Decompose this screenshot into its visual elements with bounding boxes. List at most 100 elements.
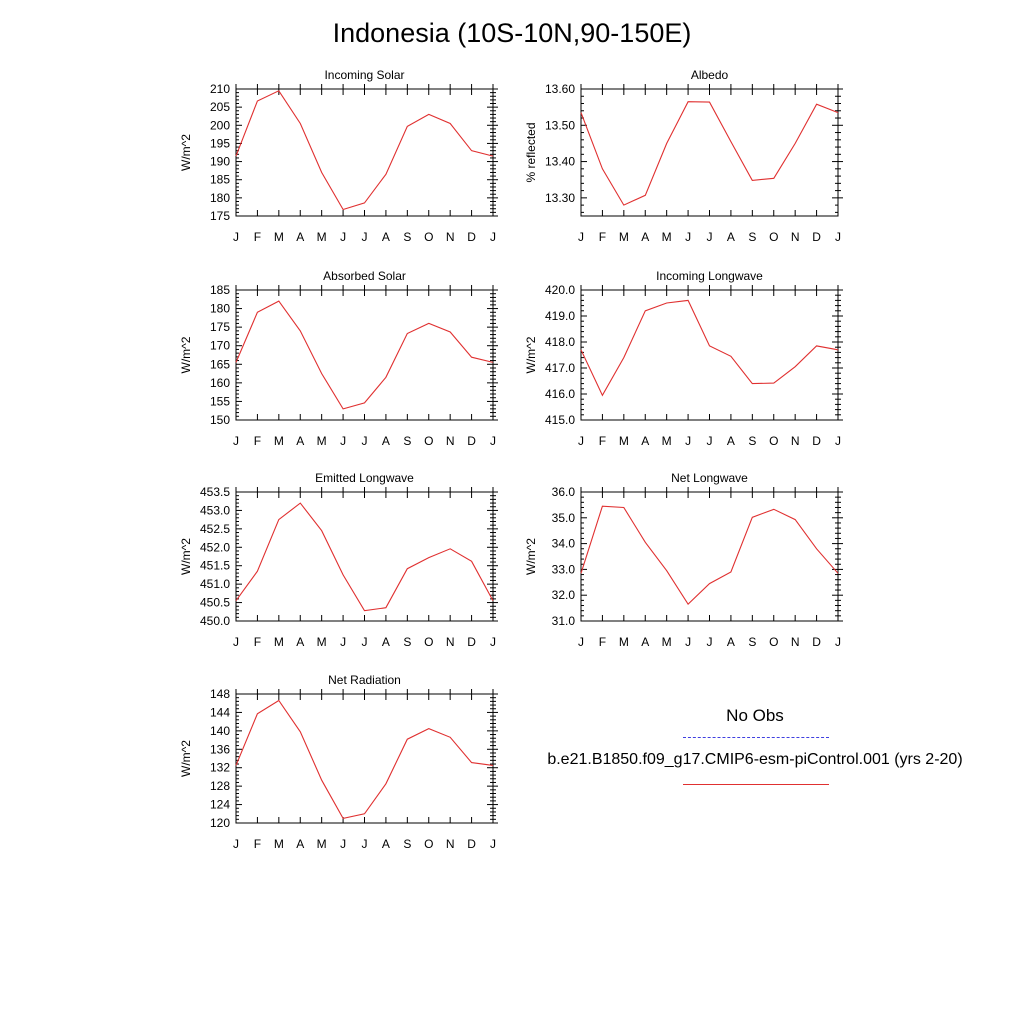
y-tick-label: 140 — [210, 724, 230, 738]
x-tick-label: J — [578, 635, 584, 649]
x-tick-label: F — [599, 230, 606, 244]
x-tick-label: J — [685, 434, 691, 448]
y-tick-label: 417.0 — [545, 361, 575, 375]
y-tick-label: 450.0 — [200, 614, 230, 628]
y-tick-label: 453.0 — [200, 503, 230, 517]
y-tick-label: 418.0 — [545, 335, 575, 349]
y-tick-label: 420.0 — [545, 283, 575, 297]
y-tick-label: 31.0 — [552, 614, 576, 628]
x-tick-label: J — [578, 434, 584, 448]
x-tick-label: O — [424, 230, 433, 244]
x-tick-label: J — [835, 434, 841, 448]
x-tick-label: O — [769, 635, 778, 649]
x-tick-label: J — [340, 434, 346, 448]
y-tick-label: 36.0 — [552, 485, 576, 499]
y-tick-label: 175 — [210, 209, 230, 223]
series-line — [235, 699, 494, 820]
x-tick-label: A — [641, 230, 649, 244]
panel-title: Incoming Longwave — [656, 269, 763, 283]
x-tick-label: S — [403, 230, 411, 244]
y-tick-label: 415.0 — [545, 413, 575, 427]
x-tick-label: J — [707, 230, 713, 244]
x-tick-label: M — [274, 635, 284, 649]
x-tick-label: M — [662, 230, 672, 244]
x-tick-label: J — [340, 635, 346, 649]
series-line — [235, 300, 494, 410]
x-tick-label: M — [619, 635, 629, 649]
plot-frame — [580, 289, 839, 421]
x-tick-label: A — [382, 635, 390, 649]
y-tick-label: 210 — [210, 82, 230, 96]
y-tick-label: 32.0 — [552, 588, 576, 602]
y-tick-label: 124 — [210, 798, 230, 812]
plot-frame — [235, 88, 494, 217]
y-axis-label: % reflected — [524, 122, 538, 182]
y-axis-label: W/m^2 — [179, 134, 193, 171]
y-tick-label: 419.0 — [545, 309, 575, 323]
y-tick-label: 453.5 — [200, 485, 230, 499]
series-line — [235, 502, 494, 612]
x-tick-label: M — [619, 434, 629, 448]
x-tick-label: D — [467, 635, 476, 649]
y-tick-label: 148 — [210, 687, 230, 701]
x-tick-label: A — [296, 230, 304, 244]
x-tick-label: F — [599, 635, 606, 649]
x-tick-label: J — [362, 837, 368, 851]
x-tick-label: J — [233, 230, 239, 244]
x-tick-label: S — [748, 230, 756, 244]
x-tick-label: N — [791, 434, 800, 448]
y-tick-label: 190 — [210, 155, 230, 169]
x-tick-label: M — [317, 230, 327, 244]
y-tick-label: 136 — [210, 742, 230, 756]
x-tick-label: F — [254, 230, 261, 244]
x-tick-label: N — [446, 837, 455, 851]
y-tick-label: 13.40 — [545, 155, 575, 169]
x-tick-label: A — [727, 434, 735, 448]
x-tick-label: S — [748, 635, 756, 649]
x-tick-label: D — [467, 230, 476, 244]
x-tick-label: O — [424, 837, 433, 851]
y-tick-label: 200 — [210, 118, 230, 132]
y-tick-label: 13.60 — [545, 82, 575, 96]
x-tick-label: A — [727, 635, 735, 649]
x-tick-label: J — [362, 635, 368, 649]
x-tick-label: O — [424, 434, 433, 448]
x-tick-label: D — [467, 434, 476, 448]
x-tick-label: M — [274, 230, 284, 244]
series-line — [235, 90, 494, 211]
x-tick-label: S — [748, 434, 756, 448]
x-tick-label: J — [340, 837, 346, 851]
y-tick-label: 180 — [210, 302, 230, 316]
x-tick-label: A — [641, 635, 649, 649]
y-tick-label: 452.0 — [200, 540, 230, 554]
x-tick-label: J — [233, 635, 239, 649]
x-tick-label: D — [467, 837, 476, 851]
panel-title: Emitted Longwave — [315, 471, 414, 485]
plot-frame — [235, 289, 494, 421]
x-tick-label: J — [490, 230, 496, 244]
x-tick-label: J — [362, 230, 368, 244]
y-tick-label: 451.0 — [200, 577, 230, 591]
y-tick-label: 205 — [210, 100, 230, 114]
x-tick-label: J — [707, 434, 713, 448]
x-tick-label: A — [296, 837, 304, 851]
panel-title: Net Longwave — [671, 471, 748, 485]
panel-title: Absorbed Solar — [323, 269, 406, 283]
x-tick-label: J — [362, 434, 368, 448]
series-line — [580, 101, 839, 206]
plot-frame — [235, 491, 494, 622]
y-tick-label: 155 — [210, 394, 230, 408]
x-tick-label: M — [317, 837, 327, 851]
series-line — [580, 505, 839, 606]
y-tick-label: 450.5 — [200, 596, 230, 610]
x-tick-label: M — [274, 434, 284, 448]
x-tick-label: F — [599, 434, 606, 448]
legend-model-label: b.e21.B1850.f09_g17.CMIP6-esm-piControl.… — [547, 751, 963, 768]
y-tick-label: 451.5 — [200, 559, 230, 573]
y-axis-label: W/m^2 — [524, 538, 538, 575]
y-tick-label: 416.0 — [545, 387, 575, 401]
